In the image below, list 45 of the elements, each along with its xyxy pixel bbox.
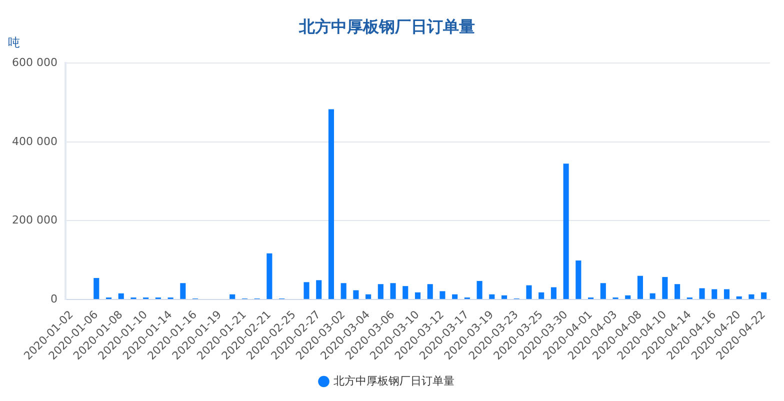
bar [340,283,346,299]
bar [674,284,680,299]
bar [316,280,322,299]
bar [180,283,186,299]
y-tick-label: 200 000 [12,214,58,227]
bar [724,289,730,299]
bar [526,285,532,299]
legend-label: 北方中厚板钢厂日订单量 [333,374,454,388]
bar [489,294,495,299]
bar [414,292,421,299]
bar [563,164,569,299]
bar [712,289,718,299]
bar [761,292,767,299]
bar [366,294,372,299]
bar [94,278,100,299]
bar [390,283,396,299]
bar [748,294,754,299]
y-tick-label: 0 [50,292,58,306]
bar [304,282,310,299]
bar [452,294,458,299]
bar [501,295,508,299]
bar [662,277,668,299]
bar [353,290,359,299]
bar [230,294,236,299]
bar [427,284,433,299]
bar [736,296,742,299]
bar [402,286,408,299]
y-axis-title: 吨 [8,35,20,50]
bar [378,284,384,299]
bar [266,253,272,299]
bar [576,260,582,299]
bar [600,283,606,299]
bar [699,288,705,299]
bar [118,293,124,299]
bar [328,109,334,299]
y-tick-label: 600 000 [12,56,58,70]
y-tick-label: 400 000 [12,134,58,148]
bar [625,295,631,299]
bar [538,292,544,299]
chart-title: 北方中厚板钢厂日订单量 [298,16,475,36]
bar [476,280,482,299]
bar [637,276,644,299]
bar [650,293,656,299]
bar [440,291,446,299]
bar [550,287,556,299]
